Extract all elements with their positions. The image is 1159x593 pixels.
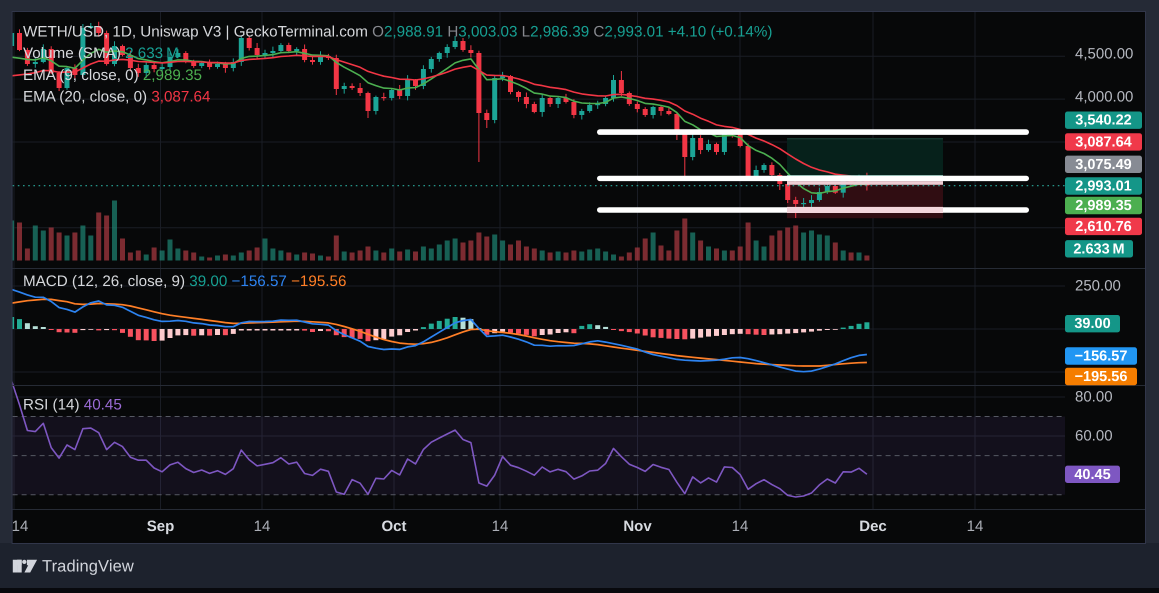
svg-text:RSI (14) 40.45: RSI (14) 40.45 xyxy=(23,396,122,413)
svg-text:3,075.49: 3,075.49 xyxy=(1075,157,1131,173)
svg-text:2,993.01: 2,993.01 xyxy=(1075,179,1131,195)
svg-text:−195.56: −195.56 xyxy=(1075,369,1128,385)
svg-text:39.00: 39.00 xyxy=(1074,316,1110,332)
svg-text:14: 14 xyxy=(12,518,29,535)
svg-text:2,610.76: 2,610.76 xyxy=(1075,219,1131,235)
svg-text:14: 14 xyxy=(492,518,509,535)
svg-text:60.00: 60.00 xyxy=(1075,428,1113,445)
svg-text:MACD (12, 26, close, 9) 39.00: MACD (12, 26, close, 9) 39.00 −156.57 −1… xyxy=(23,273,346,290)
svg-text:14: 14 xyxy=(732,518,749,535)
svg-text:Oct: Oct xyxy=(381,518,406,535)
svg-text:Volume (SMA) 2.633 M: Volume (SMA) 2.633 M xyxy=(23,45,179,62)
svg-text:40.45: 40.45 xyxy=(1074,467,1110,483)
svg-text:2,989.35: 2,989.35 xyxy=(1075,198,1131,214)
svg-text:3,087.64: 3,087.64 xyxy=(1075,134,1131,150)
svg-text:14: 14 xyxy=(967,518,984,535)
svg-text:250.00: 250.00 xyxy=(1075,278,1121,295)
svg-text:−156.57: −156.57 xyxy=(1075,349,1128,365)
svg-text:Dec: Dec xyxy=(859,518,887,535)
svg-text:EMA (9, close, 0) 2,989.35: EMA (9, close, 0) 2,989.35 xyxy=(23,67,202,84)
svg-text:EMA (20, close, 0) 3,087.64: EMA (20, close, 0) 3,087.64 xyxy=(23,88,210,105)
svg-text:80.00: 80.00 xyxy=(1075,389,1113,406)
svg-text:4,000.00: 4,000.00 xyxy=(1075,89,1133,106)
svg-text:Sep: Sep xyxy=(147,518,175,535)
svg-text:2.633 M: 2.633 M xyxy=(1073,241,1124,257)
svg-text:14: 14 xyxy=(254,518,271,535)
svg-text:TradingView: TradingView xyxy=(42,558,134,576)
svg-text:WETH/USD, 1D, Uniswap V3 | Gec: WETH/USD, 1D, Uniswap V3 | GeckoTerminal… xyxy=(23,23,772,40)
svg-text:4,500.00: 4,500.00 xyxy=(1075,46,1133,63)
svg-text:Nov: Nov xyxy=(623,518,652,535)
svg-text:3,540.22: 3,540.22 xyxy=(1075,113,1131,129)
